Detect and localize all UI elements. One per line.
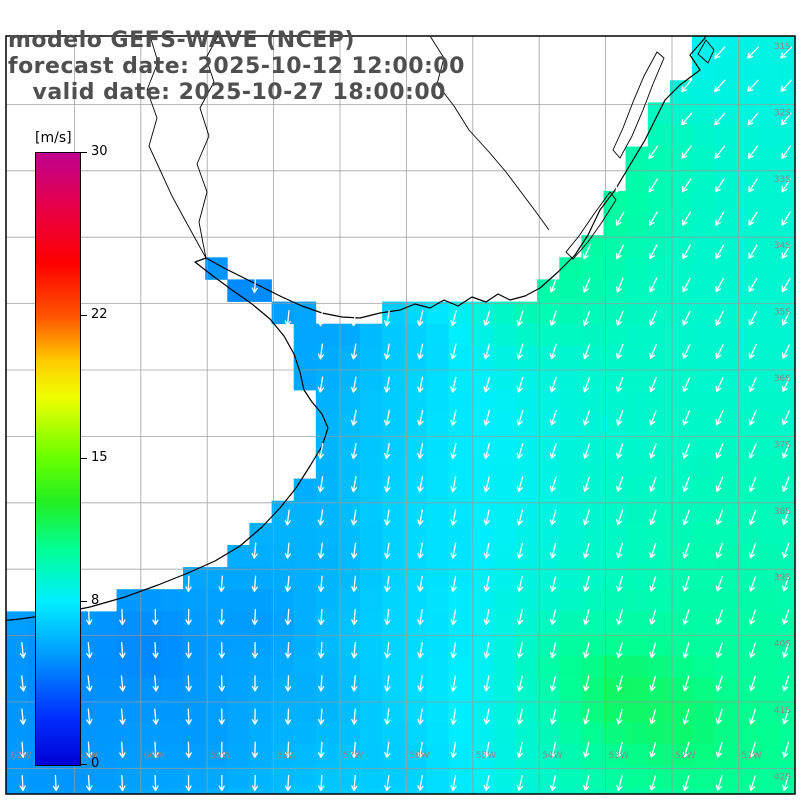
wind-field xyxy=(6,36,795,794)
svg-text:55W: 55W xyxy=(476,751,496,761)
title-block: modelo GEFS-WAVE (NCEP) forecast date: 2… xyxy=(8,28,465,106)
map-frame xyxy=(5,35,796,795)
colorbar-tick-mark xyxy=(81,315,87,317)
svg-text:32S: 32S xyxy=(774,108,791,118)
valid-date: valid date: 2025-10-27 18:00:00 xyxy=(8,80,446,105)
svg-text:31S: 31S xyxy=(774,42,791,52)
svg-text:37S: 37S xyxy=(774,440,791,450)
colorbar-gradient xyxy=(35,152,81,766)
svg-text:60W: 60W xyxy=(144,751,164,761)
svg-text:57W: 57W xyxy=(343,751,363,761)
colorbar-tick-label: 22 xyxy=(91,307,108,323)
lon-labels: 62W 61W 60W 59W 58W 57W 56W 55W 54W 53W 52W 51W xyxy=(11,751,762,761)
svg-text:54W: 54W xyxy=(542,751,562,761)
svg-text:33S: 33S xyxy=(774,175,791,185)
colorbar-tick-mark xyxy=(81,600,87,602)
svg-text:34S: 34S xyxy=(774,241,791,251)
svg-text:36S: 36S xyxy=(774,374,791,384)
colorbar-tick-label: 15 xyxy=(91,450,108,465)
svg-text:42S: 42S xyxy=(774,772,791,782)
lat-labels: 31S 32S 33S 34S 35S 36S 37S 38S 39S 40S 41S 42S xyxy=(774,42,791,782)
svg-text:39S: 39S xyxy=(774,573,791,583)
colorbar-tick-mark xyxy=(81,458,87,459)
svg-text:62W: 62W xyxy=(11,751,31,761)
colorbar-tick-label: 30 xyxy=(91,144,108,159)
colorbar-unit-label: [m/s] xyxy=(35,130,72,146)
svg-text:58W: 58W xyxy=(277,751,297,761)
coastline xyxy=(6,36,715,622)
svg-text:35S: 35S xyxy=(774,308,791,318)
colorbar-tick-label: 0 xyxy=(91,756,100,771)
svg-text:53W: 53W xyxy=(609,751,629,761)
svg-text:40S: 40S xyxy=(774,640,791,650)
colorbar-tick-label: 8 xyxy=(91,592,100,608)
svg-text:51W: 51W xyxy=(741,751,761,761)
colorbar: [m/s] 0 8 15 22 30 xyxy=(35,130,155,790)
colorbar-tick-mark xyxy=(81,152,87,153)
svg-text:41S: 41S xyxy=(774,706,791,716)
svg-text:52W: 52W xyxy=(675,751,695,761)
wind-arrows xyxy=(19,46,793,792)
model-title: modelo GEFS-WAVE (NCEP) xyxy=(8,28,355,53)
svg-text:61W: 61W xyxy=(77,751,97,761)
colorbar-tick-mark xyxy=(81,764,87,765)
svg-text:59W: 59W xyxy=(210,751,230,761)
svg-text:38S: 38S xyxy=(774,507,791,517)
svg-text:56W: 56W xyxy=(409,751,429,761)
forecast-date: forecast date: 2025-10-12 12:00:00 xyxy=(8,54,465,79)
